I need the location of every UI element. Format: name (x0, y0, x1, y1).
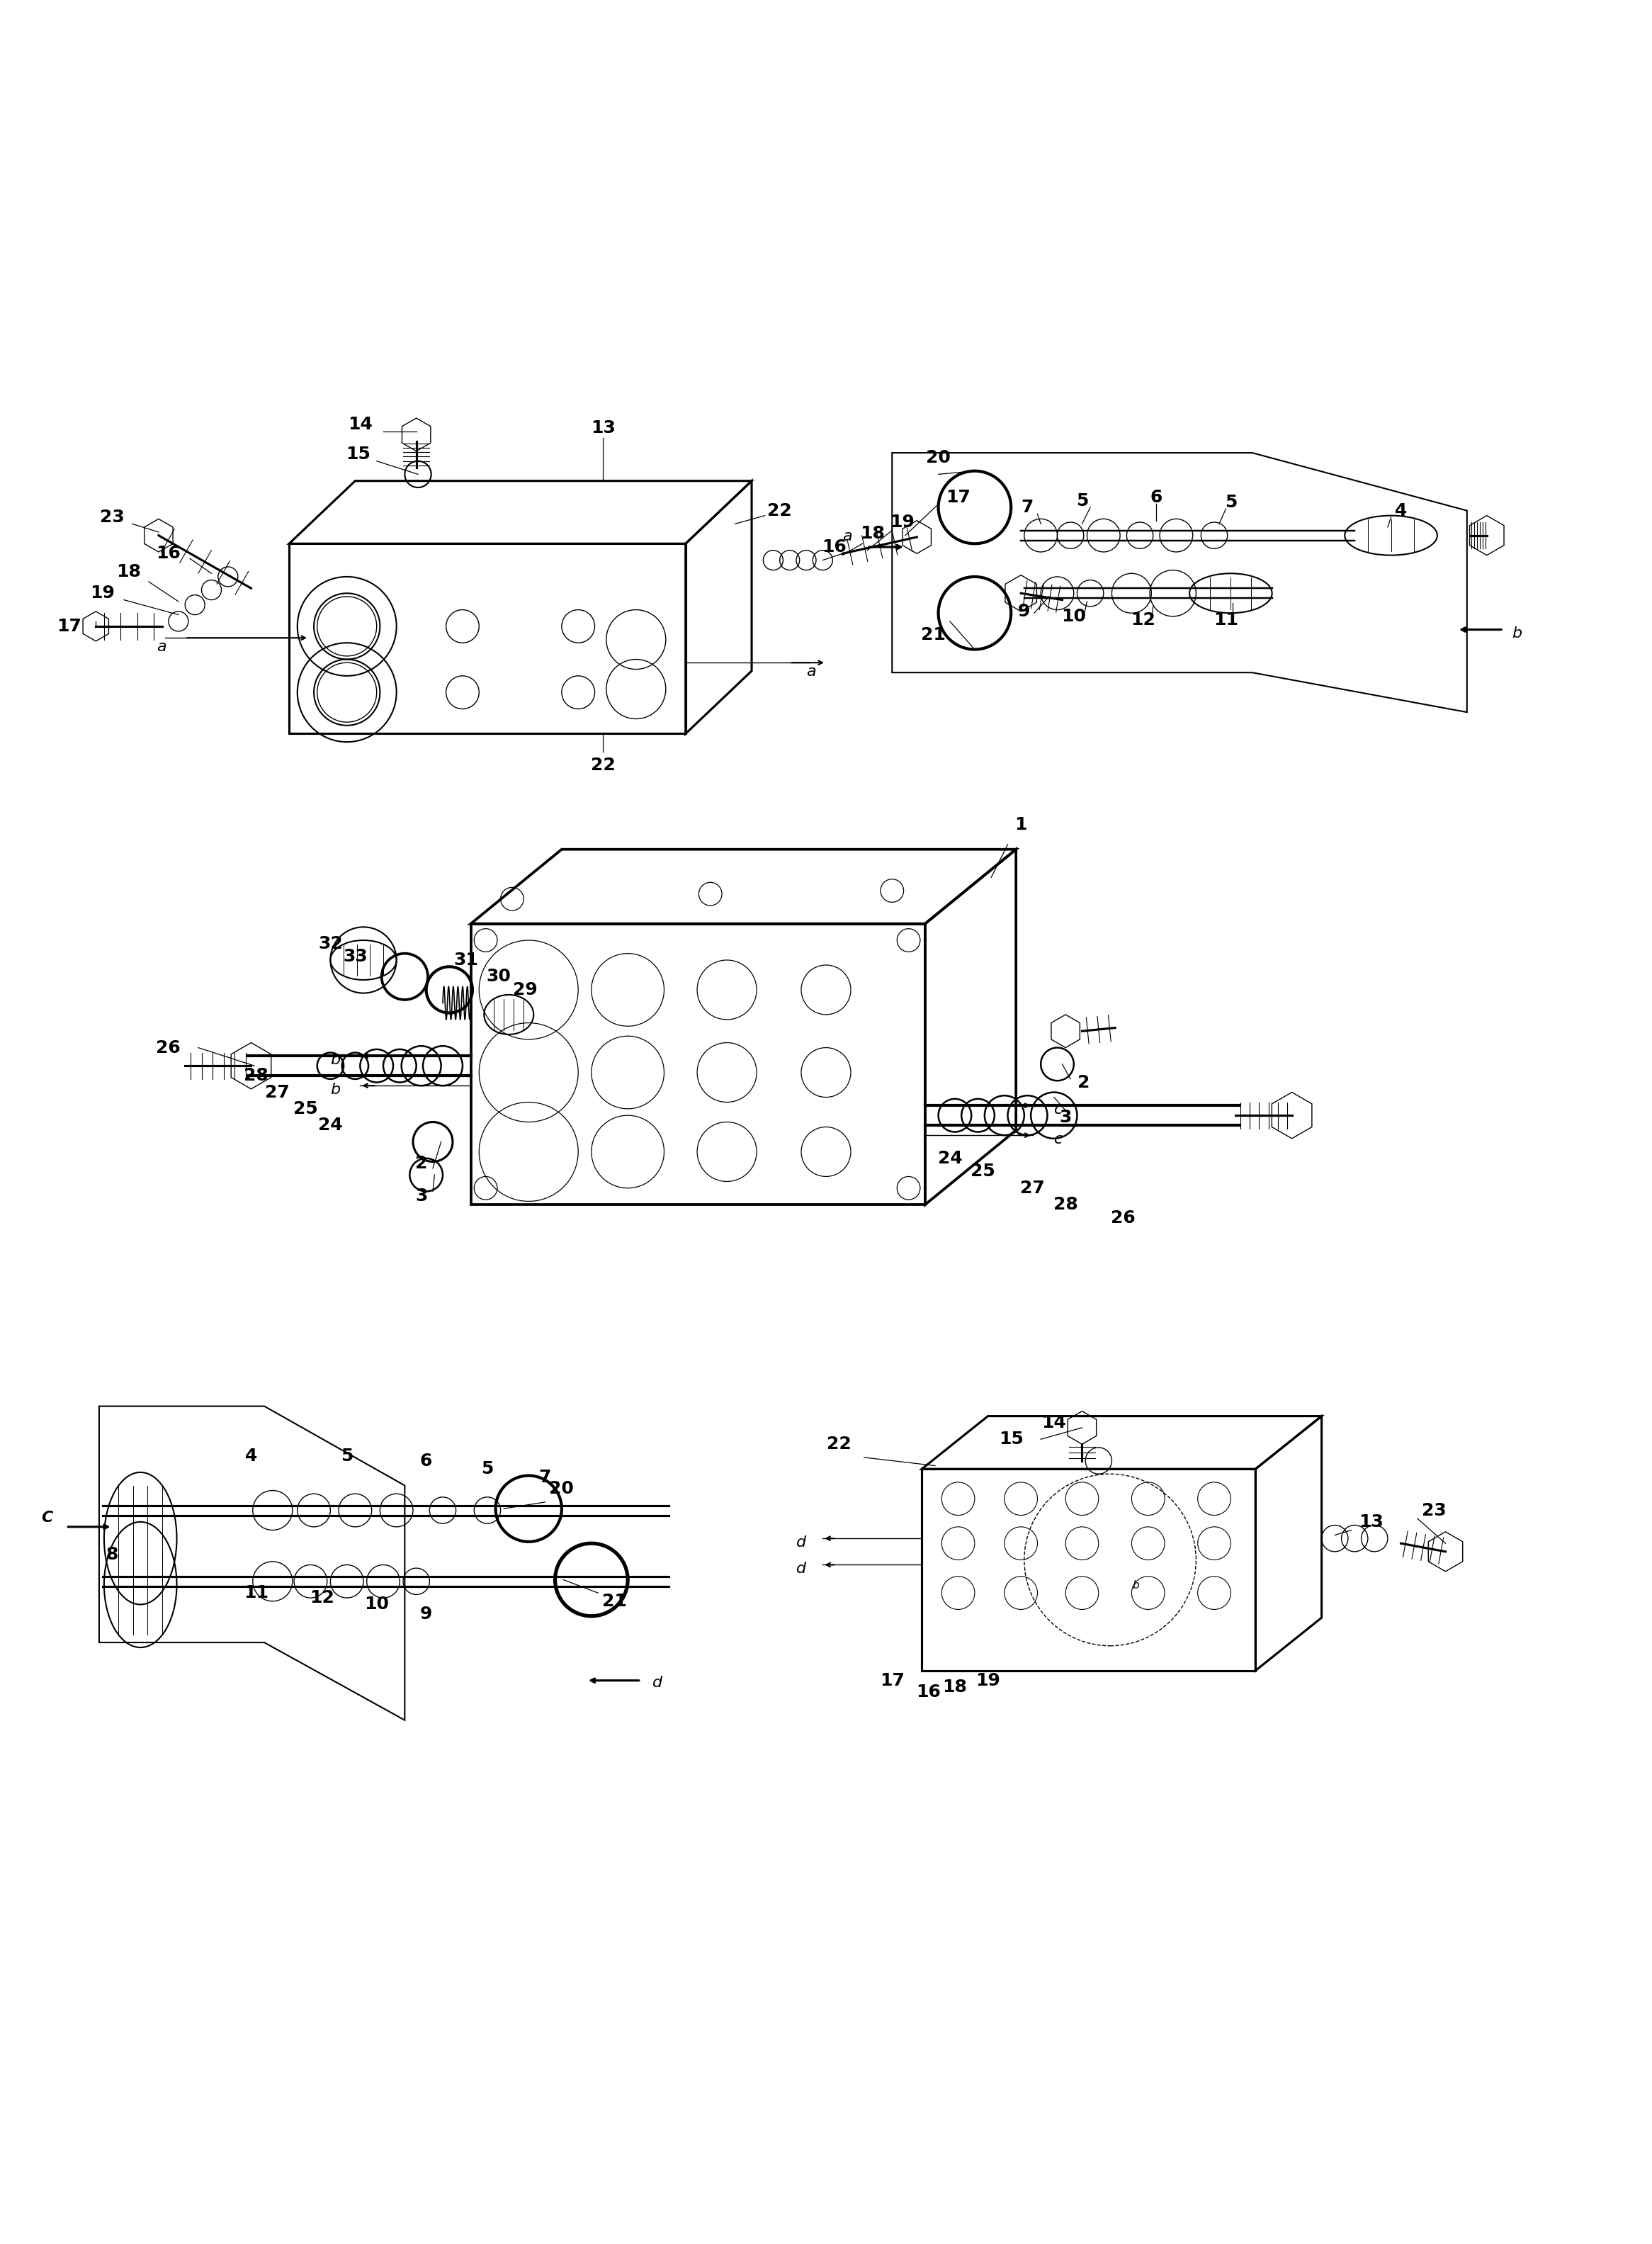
Text: a: a (157, 640, 167, 653)
Text: 15: 15 (347, 447, 370, 462)
Text: 23: 23 (101, 509, 124, 525)
Text: d: d (796, 1562, 806, 1575)
Text: 5: 5 (1075, 491, 1089, 509)
Text: 10: 10 (1061, 608, 1087, 624)
Text: 20: 20 (927, 449, 950, 467)
Text: 22: 22 (768, 503, 791, 518)
Text: b: b (1512, 626, 1521, 642)
Text: 8: 8 (106, 1546, 119, 1564)
Text: 18: 18 (117, 563, 140, 581)
Text: C: C (41, 1510, 53, 1524)
Text: 26: 26 (157, 1039, 180, 1057)
Text: 25: 25 (294, 1100, 317, 1118)
Text: 13: 13 (1360, 1512, 1383, 1530)
Text: 2: 2 (415, 1156, 428, 1171)
Text: 32: 32 (319, 936, 342, 951)
Text: 2: 2 (1077, 1075, 1090, 1091)
Text: d: d (796, 1535, 806, 1551)
Text: 22: 22 (591, 756, 615, 774)
Text: 14: 14 (349, 415, 372, 433)
Text: a: a (806, 664, 816, 678)
Text: c: c (1054, 1102, 1062, 1118)
Text: 24: 24 (938, 1149, 961, 1167)
Text: 9: 9 (1018, 604, 1031, 619)
Text: 6: 6 (1150, 489, 1163, 505)
Text: 25: 25 (971, 1162, 995, 1180)
Text: 19: 19 (890, 514, 914, 530)
Text: 22: 22 (828, 1436, 851, 1452)
Text: 16: 16 (157, 545, 180, 561)
Text: 6: 6 (420, 1452, 433, 1470)
Text: 19: 19 (91, 586, 114, 601)
Text: 27: 27 (266, 1084, 289, 1102)
Text: 21: 21 (603, 1593, 626, 1609)
Text: 17: 17 (947, 489, 970, 505)
Text: 4: 4 (244, 1447, 258, 1465)
Text: 3: 3 (415, 1187, 428, 1205)
Text: 5: 5 (340, 1447, 354, 1465)
Text: a: a (843, 530, 852, 543)
Text: 21: 21 (922, 626, 945, 644)
Text: 17: 17 (58, 617, 81, 635)
Text: 13: 13 (591, 420, 615, 438)
Text: 27: 27 (1021, 1180, 1044, 1196)
Text: 3: 3 (1059, 1109, 1072, 1126)
Text: d: d (653, 1676, 662, 1690)
Text: 16: 16 (917, 1683, 940, 1701)
Text: 11: 11 (243, 1584, 269, 1602)
Text: 1: 1 (1014, 817, 1028, 833)
Text: 28: 28 (1054, 1196, 1077, 1214)
Text: 9: 9 (420, 1607, 433, 1622)
Text: 31: 31 (454, 951, 477, 969)
Text: 7: 7 (539, 1470, 552, 1486)
Text: b: b (1133, 1580, 1140, 1591)
Text: 12: 12 (311, 1589, 334, 1607)
Text: 10: 10 (363, 1595, 390, 1613)
Text: 12: 12 (1132, 610, 1155, 628)
Text: 24: 24 (319, 1118, 342, 1133)
Text: 29: 29 (514, 981, 537, 999)
Text: 18: 18 (861, 525, 884, 543)
Text: 19: 19 (976, 1672, 999, 1690)
Text: 18: 18 (943, 1679, 966, 1696)
Text: b: b (330, 1052, 340, 1066)
Text: 11: 11 (1213, 610, 1239, 628)
Text: 26: 26 (1112, 1210, 1135, 1225)
Text: c: c (1054, 1133, 1062, 1147)
Text: 20: 20 (550, 1481, 573, 1497)
Text: 7: 7 (1021, 498, 1034, 516)
Text: 33: 33 (344, 949, 367, 965)
Text: 16: 16 (823, 539, 846, 557)
Text: 17: 17 (881, 1672, 904, 1690)
Text: b: b (330, 1082, 340, 1097)
Text: 14: 14 (1042, 1414, 1066, 1432)
Text: 23: 23 (1422, 1501, 1446, 1519)
Text: 5: 5 (1224, 494, 1237, 512)
Text: 5: 5 (481, 1461, 494, 1477)
Text: 4: 4 (1394, 503, 1408, 518)
Text: 15: 15 (999, 1432, 1023, 1447)
Text: 28: 28 (244, 1068, 268, 1084)
Text: 30: 30 (487, 967, 510, 985)
